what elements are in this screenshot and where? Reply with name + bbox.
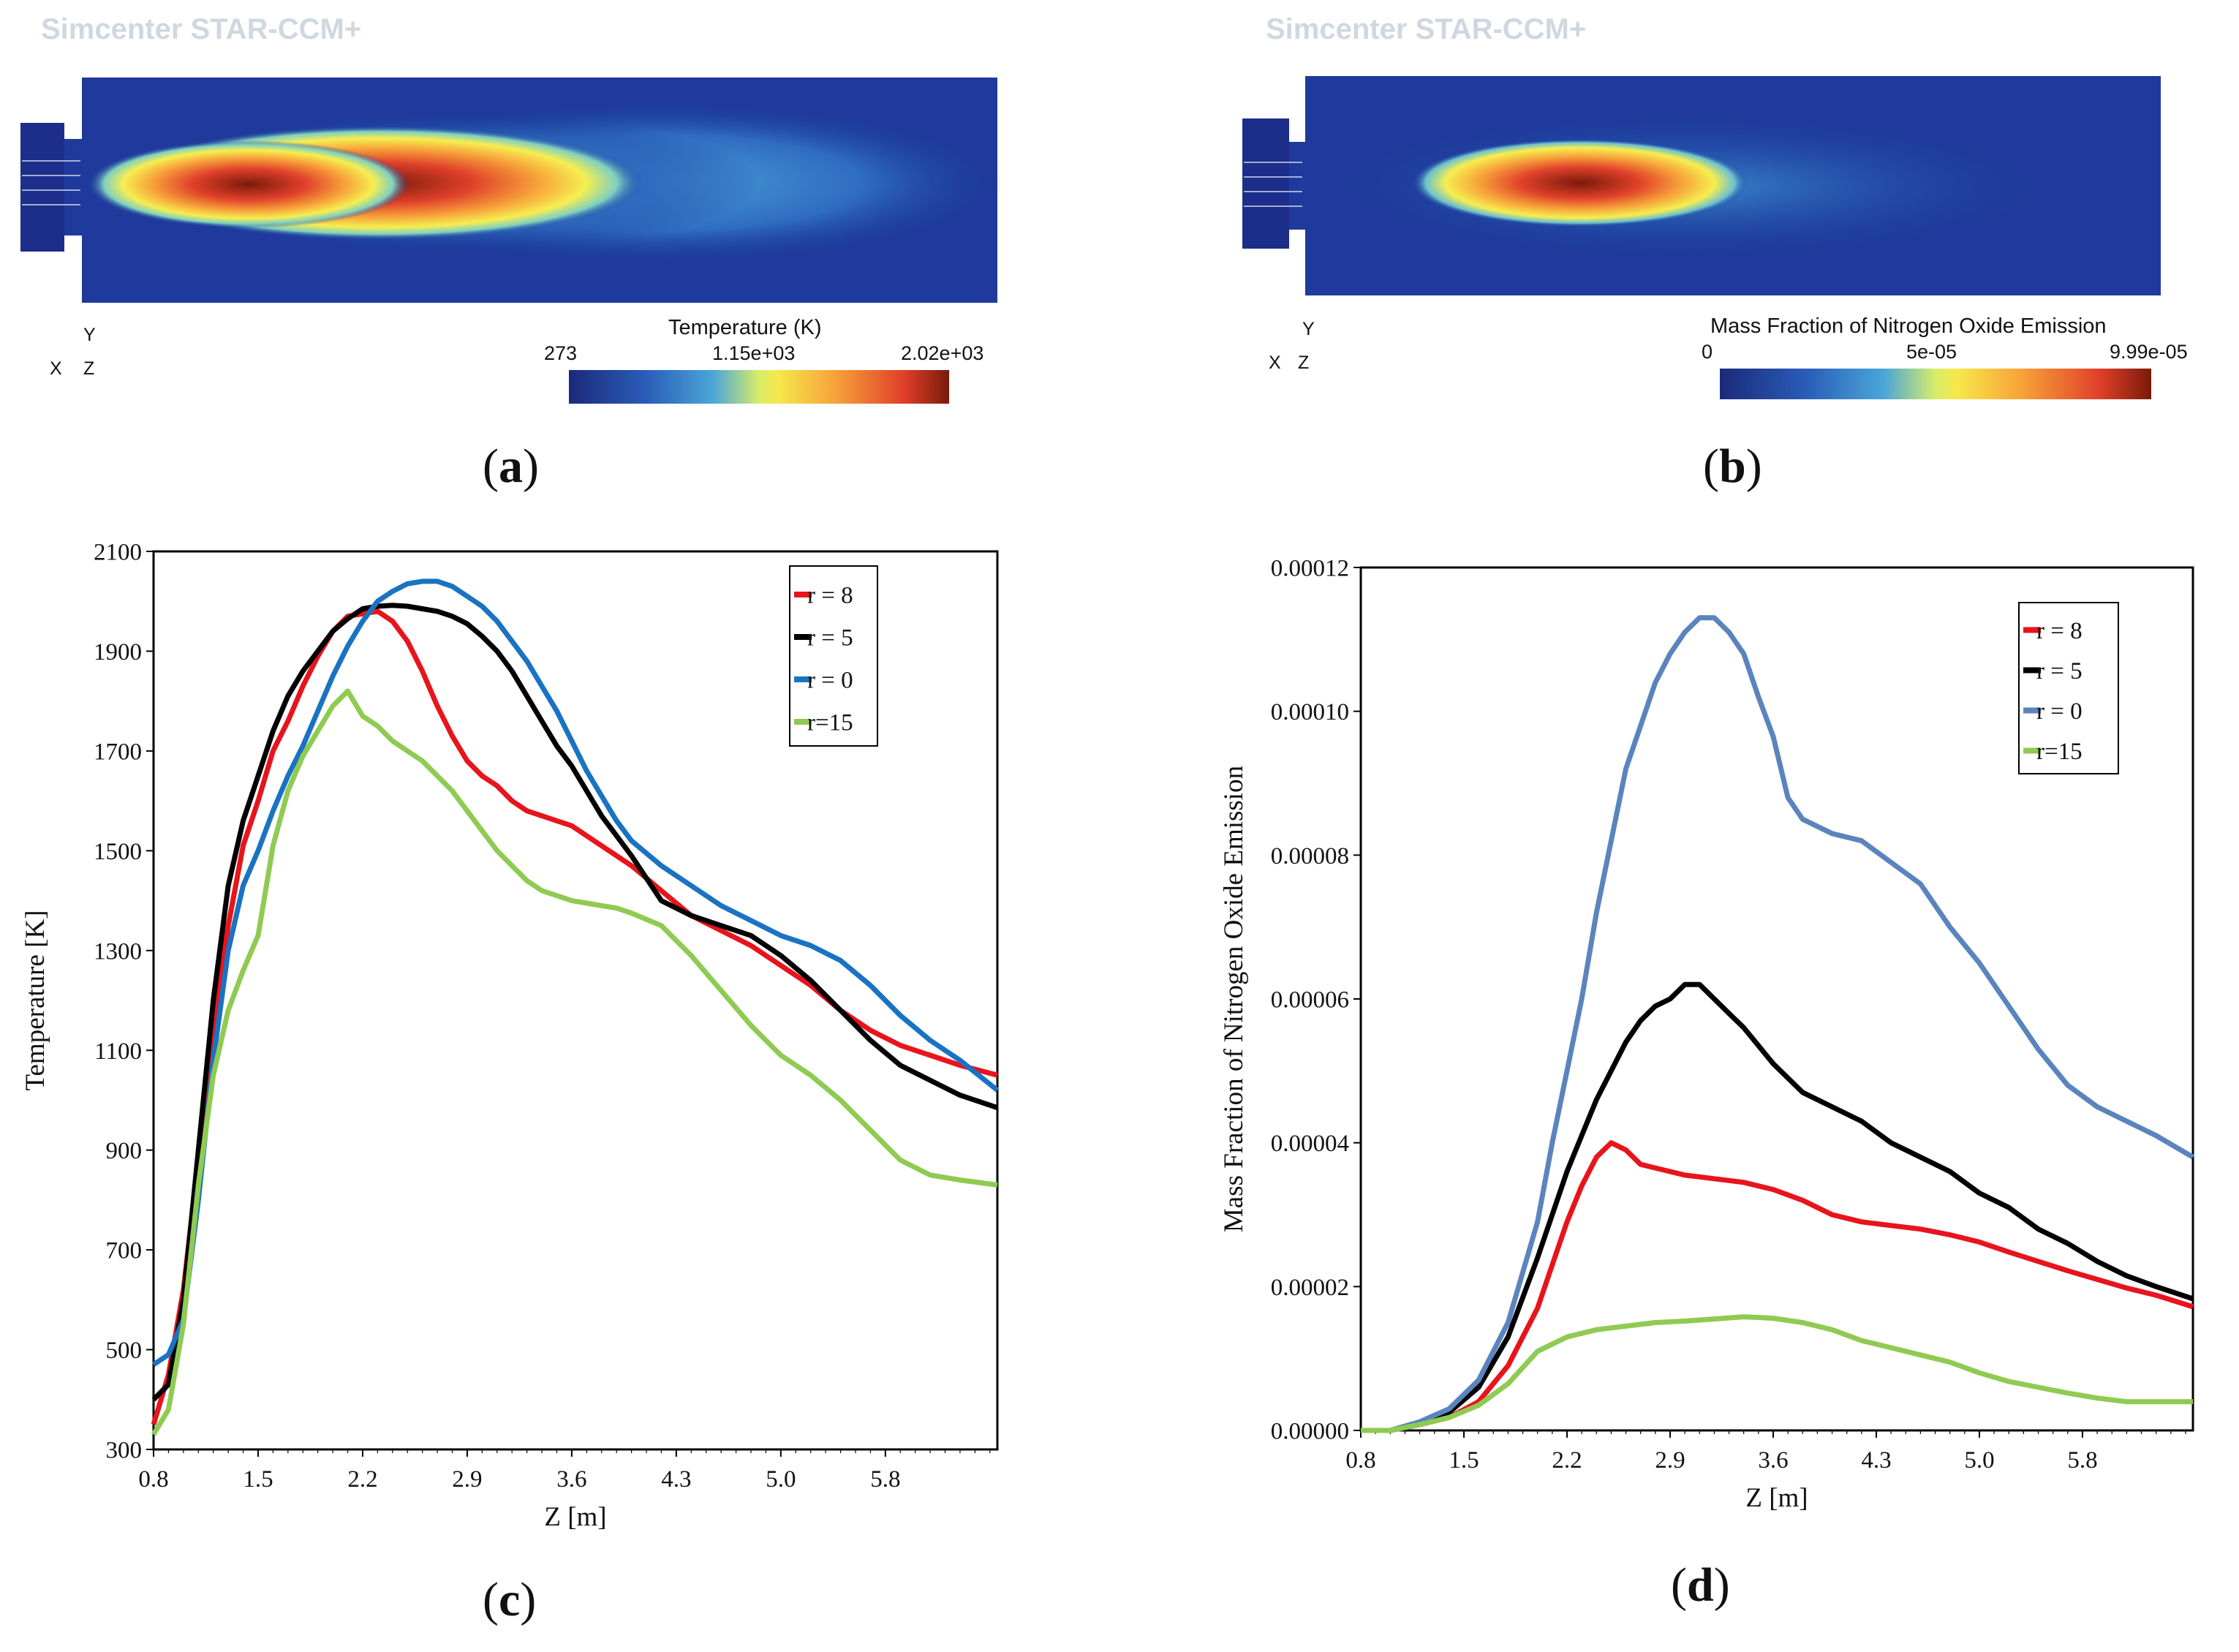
y-tick-label: 500 xyxy=(106,1338,143,1364)
legend-label: r = 8 xyxy=(807,583,853,609)
caption-b: (b) xyxy=(1703,440,1762,493)
y-tick-label: 1100 xyxy=(94,1038,142,1065)
x-tick-label: 2.9 xyxy=(1655,1447,1685,1474)
x-tick-label: 4.3 xyxy=(1861,1447,1891,1474)
y-tick-label: 0.00004 xyxy=(1271,1131,1349,1157)
x-tick-label: 2.2 xyxy=(1552,1447,1582,1474)
panel-a: Simcenter STAR-CCM+ Y X xyxy=(0,0,1120,527)
series-line-r5 xyxy=(151,603,999,1402)
y-tick-label: 2100 xyxy=(94,540,142,566)
x-tick-label: 5.8 xyxy=(2067,1447,2097,1474)
panel-b: Simcenter STAR-CCM+ Y X Z Mass Fra xyxy=(1120,0,2239,527)
y-axis-label: Y xyxy=(1302,319,1315,339)
caption-a: (a) xyxy=(483,440,539,493)
y-tick-label: 700 xyxy=(106,1238,143,1264)
legend-label: r=15 xyxy=(2036,739,2083,765)
legend-label: r=15 xyxy=(807,710,853,736)
y-tick-label: 0.00008 xyxy=(1271,843,1349,870)
legend-label: r = 0 xyxy=(807,668,853,694)
x-tick-label: 5.0 xyxy=(766,1466,796,1493)
y-tick-label: 1900 xyxy=(94,639,142,665)
legend-label: r = 5 xyxy=(2036,658,2083,684)
legend-label: r = 5 xyxy=(807,625,853,652)
nox-profile-chart: 0.00000 0.00002 0.00004 0.00006 0.00008 0.000… xyxy=(1219,556,2194,1513)
colorbar-title: Mass Fraction of Nitrogen Oxide Emission xyxy=(1710,314,2107,338)
series-line-r15 xyxy=(1361,1314,2193,1433)
y-tick-label: 1300 xyxy=(94,938,142,965)
caption-c: (c) xyxy=(483,1573,537,1626)
colorbar-title: Temperature (K) xyxy=(668,316,822,339)
plot-frame xyxy=(152,550,999,1451)
watermark: Simcenter STAR-CCM+ xyxy=(1266,13,1587,45)
nox-contour-plot xyxy=(1242,76,2161,295)
axes-triad: Y X Z xyxy=(1269,319,1327,385)
axes-triad: Y X Z xyxy=(42,325,101,391)
x-tick-label: 5.8 xyxy=(870,1466,900,1493)
series-line-r8 xyxy=(1361,1140,2194,1433)
colorbar-mid-label: 5e-05 xyxy=(1906,341,1957,363)
x-tick-label: 4.3 xyxy=(661,1466,691,1493)
y-tick-label: 1500 xyxy=(94,839,142,865)
y-tick-label: 0.00012 xyxy=(1271,556,1349,582)
x-tick-label: 1.5 xyxy=(1449,1447,1479,1474)
x-tick-label: 2.9 xyxy=(452,1466,482,1493)
colorbar-min-label: 0 xyxy=(1702,341,1713,363)
colorbar xyxy=(569,370,949,404)
y-axis-label: Mass Fraction of Nitrogen Oxide Emission xyxy=(1219,766,1249,1232)
series-line-r0 xyxy=(152,578,1000,1367)
x-tick-label: 0.8 xyxy=(138,1466,168,1493)
series-line-r8 xyxy=(151,608,998,1425)
x-axis-label: Z [m] xyxy=(544,1502,606,1532)
y-tick-label: 900 xyxy=(106,1138,143,1164)
y-axis-label: Temperature [K] xyxy=(20,910,50,1090)
y-tick-label: 0.00000 xyxy=(1271,1419,1349,1445)
y-tick-label: 1700 xyxy=(94,739,142,765)
x-tick-label: 1.5 xyxy=(243,1466,273,1493)
series-line-r0 xyxy=(1361,615,2194,1433)
watermark: Simcenter STAR-CCM+ xyxy=(41,13,362,45)
colorbar-max-label: 2.02e+03 xyxy=(901,342,984,364)
x-axis-label: X xyxy=(1269,352,1281,373)
y-tick-label: 0.00006 xyxy=(1271,987,1349,1014)
y-tick-label: 0.00010 xyxy=(1271,699,1349,725)
series-line-r5 xyxy=(1361,981,2194,1433)
caption-d: (d) xyxy=(1671,1558,1730,1612)
y-tick-label: 0.00002 xyxy=(1271,1275,1349,1301)
x-tick-label: 3.6 xyxy=(1758,1447,1788,1474)
colorbar-mid-label: 1.15e+03 xyxy=(712,342,796,364)
z-axis-label: Z xyxy=(83,358,95,379)
x-tick-label: 5.0 xyxy=(1964,1447,1994,1474)
x-tick-label: 0.8 xyxy=(1345,1447,1375,1474)
colorbar-min-label: 273 xyxy=(544,342,578,364)
x-tick-label: 3.6 xyxy=(556,1466,586,1493)
temperature-profile-chart: 300 500 700 900 1100 1300 1500 1700 1900 2100 0.8 1… xyxy=(20,540,1000,1532)
colorbar xyxy=(1720,369,2151,399)
z-axis-label: Z xyxy=(1298,352,1310,373)
x-axis-label: X xyxy=(50,358,62,379)
colorbar-max-label: 9.99e-05 xyxy=(2110,341,2188,363)
series-line-r15 xyxy=(151,688,998,1436)
domain-inlet xyxy=(20,123,64,252)
legend-label: r = 0 xyxy=(2036,698,2083,725)
x-tick-label: 2.2 xyxy=(347,1466,377,1493)
x-axis-label: Z [m] xyxy=(1745,1483,1808,1513)
y-axis-label: Y xyxy=(83,325,96,345)
legend-label: r = 8 xyxy=(2036,618,2083,644)
y-tick-label: 300 xyxy=(106,1438,143,1464)
temperature-contour-plot xyxy=(20,78,1002,303)
